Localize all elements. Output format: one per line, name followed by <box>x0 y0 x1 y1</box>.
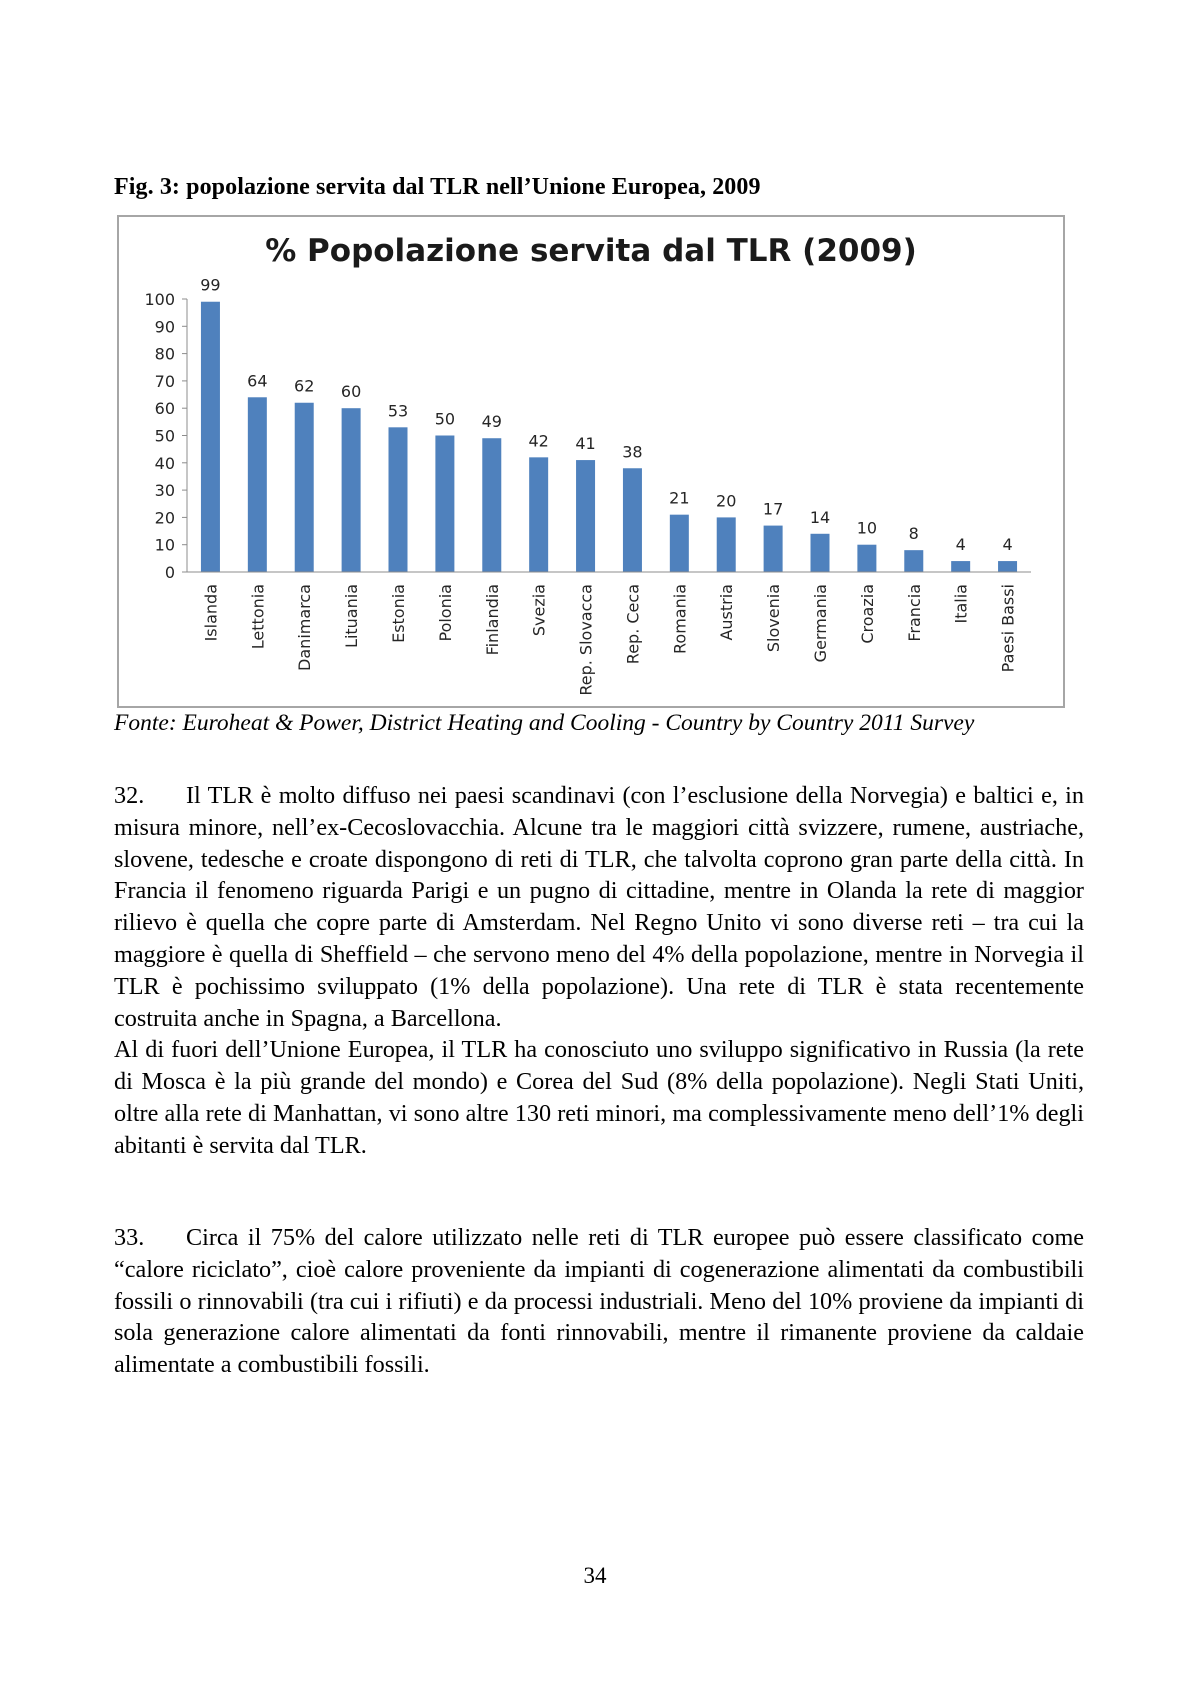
chart-frame: % Popolazione servita dal TLR (2009) 0 10… <box>117 215 1065 708</box>
category-label: Polonia <box>436 584 455 642</box>
data-label: 8 <box>909 524 919 543</box>
category-label: Germania <box>811 584 830 662</box>
y-tick-label: 0 <box>165 563 175 582</box>
figure-caption: Fig. 3: popolazione servita dal TLR nell… <box>114 174 761 200</box>
bar <box>294 402 314 572</box>
category-label: Paesi Bassi <box>999 584 1018 672</box>
data-label: 38 <box>622 442 642 461</box>
bar <box>200 301 220 572</box>
bar <box>341 408 361 572</box>
chart-title: % Popolazione servita dal TLR (2009) <box>265 233 917 269</box>
data-label: 10 <box>857 519 877 538</box>
bar <box>622 468 642 572</box>
y-tick-label: 100 <box>144 290 175 309</box>
y-tick-label: 50 <box>155 427 175 446</box>
paragraph-33: 33. Circa il 75% del calore utilizzato ne… <box>114 1222 1084 1381</box>
figure-source: Fonte: Euroheat & Power, District Heatin… <box>114 710 975 736</box>
data-label: 41 <box>575 434 595 453</box>
category-label: Croazia <box>858 584 877 644</box>
page-number: 34 <box>583 1563 607 1588</box>
bar <box>998 561 1018 572</box>
category-label: Finlandia <box>483 584 502 655</box>
paragraph-text: Il TLR è molto diffuso nei paesi scandin… <box>114 782 1084 1032</box>
category-label: Slovenia <box>764 584 783 652</box>
bar <box>951 561 971 572</box>
bar <box>810 533 830 572</box>
y-tick-label: 20 <box>155 508 175 527</box>
bar <box>576 460 596 572</box>
paragraph-number: 33. <box>114 1224 145 1251</box>
data-label: 62 <box>294 377 314 396</box>
y-tick-label: 70 <box>155 372 175 391</box>
data-label: 17 <box>763 500 783 519</box>
data-label: 20 <box>716 491 736 510</box>
bar <box>435 435 455 572</box>
y-tick-label: 10 <box>155 536 175 555</box>
bar <box>247 397 267 572</box>
bar <box>482 438 502 572</box>
bar <box>716 517 736 572</box>
bar <box>529 457 549 572</box>
paragraph-32: 32. Il TLR è molto diffuso nei paesi scan… <box>114 780 1084 1162</box>
bar-chart: % Popolazione servita dal TLR (2009) 0 10… <box>144 233 1031 696</box>
data-label: 60 <box>341 382 361 401</box>
category-label: Francia <box>905 584 924 642</box>
data-label: 4 <box>1002 535 1012 554</box>
category-label: Romania <box>670 584 689 654</box>
category-label: Lettonia <box>248 584 267 649</box>
data-label: 99 <box>200 276 220 295</box>
data-label: 53 <box>388 401 408 420</box>
category-label: Estonia <box>389 584 408 643</box>
bar <box>388 427 408 572</box>
data-label: 14 <box>810 508 830 527</box>
category-label: Lituania <box>342 584 361 648</box>
y-tick-label: 80 <box>155 345 175 364</box>
y-axis: 0 10 20 30 40 50 60 70 80 90 100 <box>144 290 188 582</box>
category-label: Italia <box>952 584 971 624</box>
data-label: 64 <box>247 371 267 390</box>
data-label: 21 <box>669 489 689 508</box>
category-label: Rep. Slovacca <box>577 584 596 696</box>
category-label: Islanda <box>201 584 220 641</box>
paragraph-number: 32. <box>114 782 145 809</box>
paragraph-continuation: Al di fuori dell’Unione Europea, il TLR … <box>114 1036 1084 1159</box>
bar <box>857 544 877 572</box>
data-label: 42 <box>528 431 548 450</box>
y-tick-label: 40 <box>155 454 175 473</box>
x-axis: Islanda Lettonia Danimarca Lituania Estonia P… <box>187 571 1031 696</box>
category-label: Rep. Ceca <box>623 584 642 664</box>
data-label: 4 <box>956 535 966 554</box>
y-tick-label: 30 <box>155 481 175 500</box>
category-label: Austria <box>717 584 736 641</box>
category-label: Danimarca <box>295 584 314 671</box>
category-label: Svezia <box>530 584 549 636</box>
bar <box>763 525 783 572</box>
data-label: 49 <box>482 412 502 431</box>
bar <box>904 550 924 572</box>
paragraph-text: Circa il 75% del calore utilizzato nelle… <box>114 1224 1084 1379</box>
y-tick-label: 90 <box>155 317 175 336</box>
bar <box>669 514 689 572</box>
y-tick-label: 60 <box>155 399 175 418</box>
data-label: 50 <box>435 410 455 429</box>
bars: 99 64 62 60 53 50 49 42 41 38 21 20 17 14 10 8 4 4 <box>200 276 1018 572</box>
